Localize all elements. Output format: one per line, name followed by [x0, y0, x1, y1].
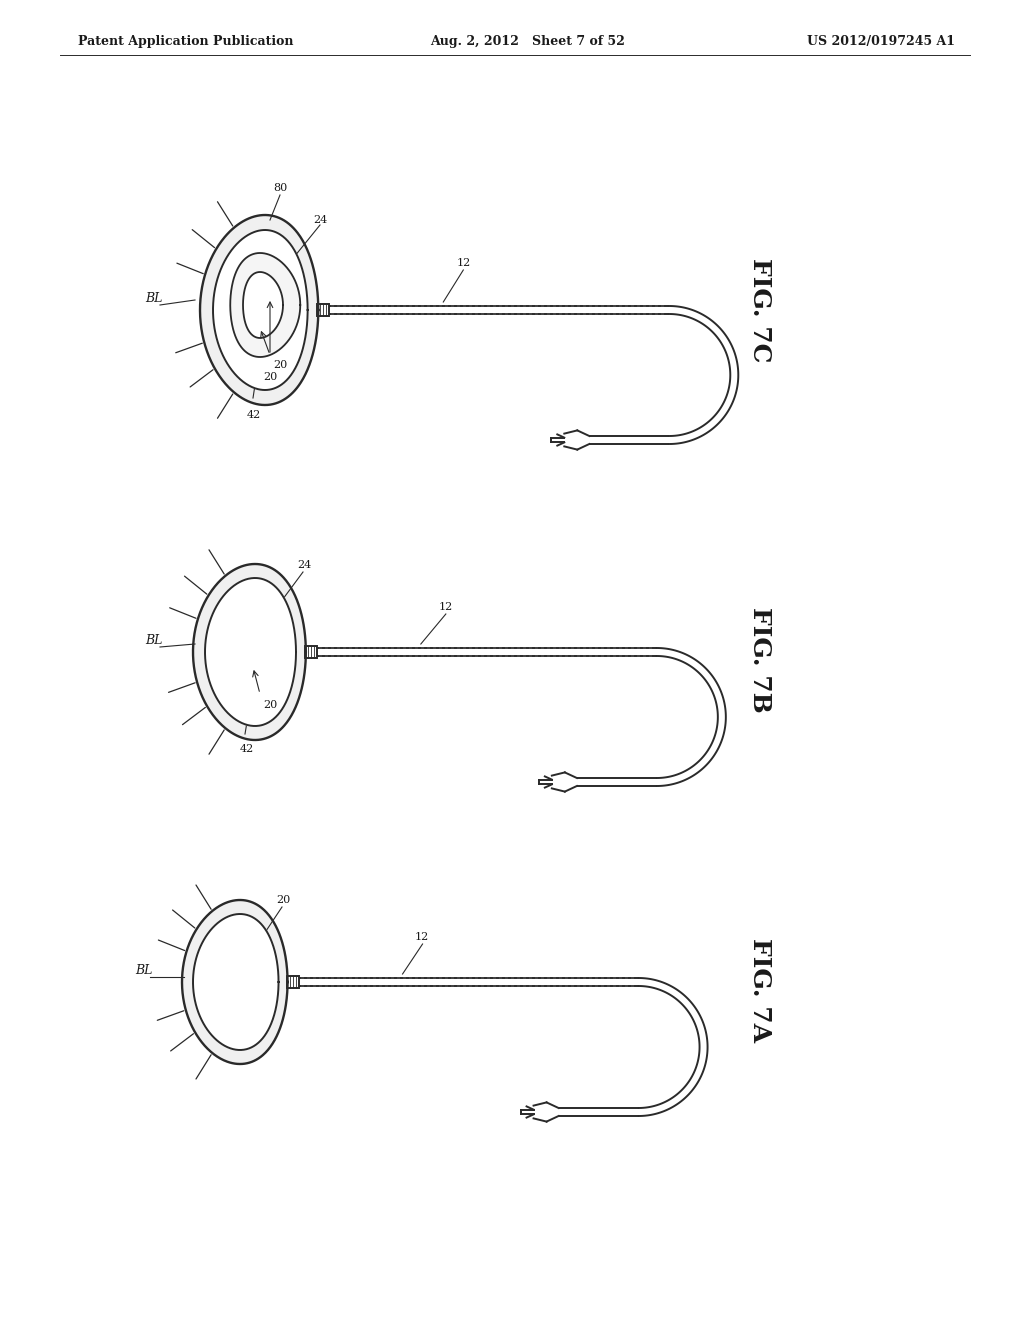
Text: 12: 12: [415, 932, 429, 942]
Text: Patent Application Publication: Patent Application Publication: [78, 36, 294, 48]
Bar: [317, 304, 330, 315]
Text: 20: 20: [263, 372, 278, 381]
Text: 12: 12: [457, 257, 471, 268]
Text: 80: 80: [273, 183, 288, 193]
Text: US 2012/0197245 A1: US 2012/0197245 A1: [807, 36, 955, 48]
Text: 42: 42: [247, 411, 261, 420]
Polygon shape: [200, 215, 318, 405]
Text: BL: BL: [135, 964, 153, 977]
Polygon shape: [243, 272, 283, 338]
Text: FIG. 7B: FIG. 7B: [748, 607, 772, 713]
Polygon shape: [205, 578, 296, 726]
Text: 20: 20: [273, 360, 288, 370]
Polygon shape: [193, 564, 306, 741]
Polygon shape: [182, 900, 288, 1064]
Text: BL: BL: [145, 292, 163, 305]
Text: Aug. 2, 2012   Sheet 7 of 52: Aug. 2, 2012 Sheet 7 of 52: [430, 36, 625, 48]
Text: BL: BL: [145, 634, 163, 647]
Text: FIG. 7A: FIG. 7A: [748, 939, 772, 1041]
Polygon shape: [213, 230, 307, 389]
Text: 24: 24: [297, 560, 311, 570]
Bar: [305, 645, 316, 657]
Polygon shape: [230, 253, 300, 356]
Bar: [287, 975, 299, 987]
Text: 12: 12: [439, 602, 453, 612]
Text: 20: 20: [263, 700, 278, 710]
Text: 24: 24: [313, 215, 328, 224]
Text: 20: 20: [276, 895, 290, 906]
Polygon shape: [193, 913, 279, 1049]
Text: FIG. 7C: FIG. 7C: [748, 257, 772, 362]
Text: 42: 42: [240, 744, 254, 754]
